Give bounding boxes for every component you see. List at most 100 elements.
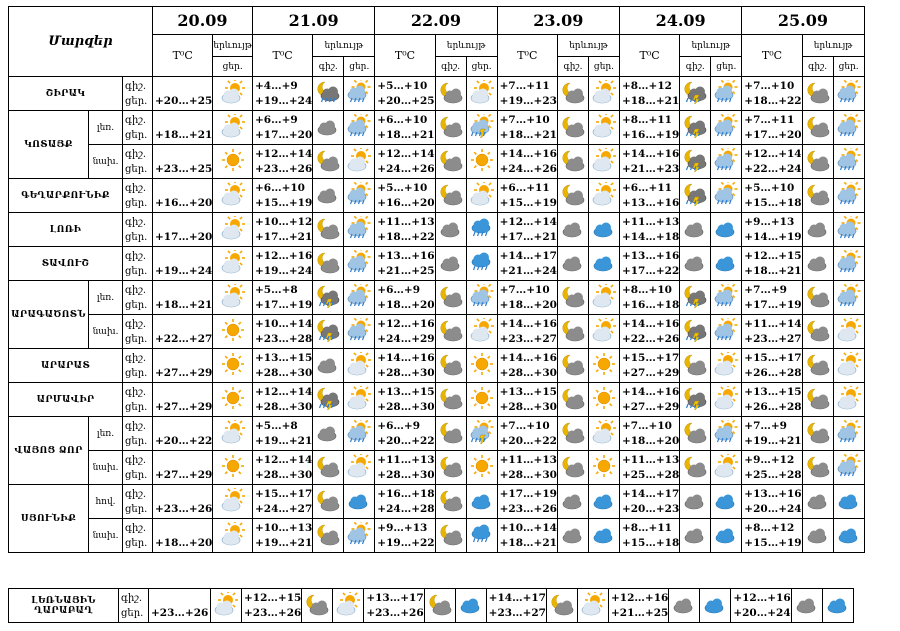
temperature-cell: +27…+29 — [151, 450, 214, 485]
sun-cloud-rain-icon — [836, 77, 862, 108]
sun-cloud-rain-icon-cell — [832, 212, 865, 247]
day-temp: +21…+23 — [621, 162, 680, 175]
temperature-cell: +18…+21 — [151, 280, 214, 315]
day-temp: +18…+21 — [155, 128, 213, 141]
moon-cloud-rain-icon — [315, 80, 341, 108]
night-temp: +14…+17 — [499, 249, 557, 262]
sun-cloud-icon-cell — [587, 280, 620, 315]
night-subheader: գիշ. — [679, 56, 712, 77]
sun-cloud-icon — [220, 485, 246, 516]
region-name: ՇԻՐԱԿ — [8, 76, 123, 111]
moon-cloud-icon — [805, 386, 831, 414]
day-temp: +14…+19 — [744, 230, 802, 243]
temperature-cell: +17…+20 — [151, 212, 214, 247]
sun-cloud-rain-icon — [346, 315, 372, 346]
temperature-cell: +17…+19 +23…+26 — [496, 484, 558, 519]
day-temp: +19…+21 — [254, 434, 313, 447]
temperature-cell: +12…+14 +17…+21 — [496, 212, 558, 247]
sun-cloud-icon-cell — [832, 314, 865, 349]
moon-cloud-storm-icon — [682, 148, 708, 176]
time-label: ցեր. — [125, 299, 148, 311]
day-temp: +23…+27 — [499, 332, 557, 345]
temperature-cell: +4…+9 +19…+24 — [251, 76, 314, 111]
day-temp: +24…+27 — [254, 502, 313, 515]
time-labels: գիշ. ցեր. — [122, 518, 153, 553]
subregion-label: նախ. — [88, 450, 123, 485]
night-temp: +13…+15 — [377, 385, 435, 398]
night-temp: +12…+14 — [254, 453, 313, 466]
temperature-cell: +27…+29 — [151, 382, 214, 417]
temperature-cell: +16…+20 — [151, 178, 214, 213]
moon-cloud-icon-cell — [679, 348, 712, 383]
moon-cloud-icon — [438, 420, 464, 448]
day-temp: +20…+25 — [155, 94, 213, 107]
phenomenon-header: երևույթ — [556, 34, 620, 57]
moon-cloud-icon — [315, 488, 341, 516]
region-row: ՏԱՎՈՒՇ գիշ. ցեր. +19…+24 +12…+16 +19…+24 +1… — [8, 246, 865, 281]
sun-cloud-rain-icon — [836, 111, 862, 142]
moon-cloud-storm-icon — [682, 182, 708, 210]
moon-cloud-storm-icon — [682, 284, 708, 312]
moon-cloud-storm-icon-cell — [679, 76, 712, 111]
time-labels: գիշ. ցեր. — [122, 110, 153, 145]
day-temp: +27…+29 — [155, 366, 213, 379]
time-label: ցեր. — [125, 95, 148, 107]
sun-cloud-rain-icon — [346, 111, 372, 142]
night-temp: +11…+14 — [744, 317, 802, 330]
sun-icon — [220, 148, 246, 176]
day-temp: +20…+22 — [499, 434, 557, 447]
cloud-dark-icon-cell — [801, 484, 834, 519]
temperature-cell: +23…+26 — [151, 484, 214, 519]
time-label: ցեր. — [125, 231, 148, 243]
sun-cloud-storm-icon — [469, 111, 495, 142]
day-temp: +24…+28 — [377, 502, 435, 515]
sun-icon — [469, 148, 495, 176]
cloud-blue-icon-cell — [454, 588, 487, 623]
day-temp: +27…+29 — [621, 366, 680, 379]
cloud-blue-icon — [836, 522, 862, 550]
cloud-blue-icon — [591, 250, 617, 278]
sun-cloud-icon — [469, 77, 495, 108]
temperature-cell: +18…+20 — [151, 518, 214, 553]
night-temp: +14…+17 — [621, 487, 680, 500]
night-temp: +6…+11 — [499, 181, 550, 194]
sun-cloud-rain-icon-cell — [343, 212, 376, 247]
moon-cloud-storm-icon-cell — [679, 178, 712, 213]
moon-cloud-icon-cell — [801, 450, 834, 485]
temp-unit-header: T⁰C — [374, 34, 436, 77]
moon-cloud-icon — [427, 592, 453, 620]
region-row: ՎԱՅՈՑ ՁՈՐ լեռ. գիշ. ցեր. +20…+22 +5…+8 +19…+… — [8, 416, 865, 485]
night-temp: +7…+10 — [499, 283, 550, 296]
day-temp: +18…+21 — [621, 94, 680, 107]
sun-icon-cell — [212, 348, 253, 383]
date-header: 23.09 — [496, 6, 620, 35]
sun-cloud-icon — [220, 179, 246, 210]
moon-cloud-storm-icon — [682, 318, 708, 346]
sun-cloud-icon — [836, 383, 862, 414]
cloud-blue-icon — [469, 488, 495, 516]
day-temp: +20…+22 — [155, 434, 213, 447]
time-label: գիշ. — [125, 318, 147, 330]
region-row: ԼՈՌԻ գիշ. ցեր. +17…+20 +10…+12 +17…+21 +11…… — [8, 212, 865, 247]
temp-unit-header: T⁰C — [251, 34, 314, 77]
cloud-dark-icon — [682, 216, 708, 244]
temperature-cell: +6…+10 +18…+21 — [374, 110, 436, 145]
sun-icon — [220, 318, 246, 346]
cloud-dark-icon-cell — [801, 246, 834, 281]
moon-cloud-icon-cell — [434, 450, 467, 485]
cloud-blue-rain-icon — [469, 216, 495, 244]
sun-cloud-icon-cell — [212, 178, 253, 213]
temperature-cell: +14…+16 +24…+26 — [496, 144, 558, 179]
moon-cloud-icon-cell — [434, 76, 467, 111]
sun-icon-cell — [212, 314, 253, 349]
temperature-cell: +7…+10 +18…+21 — [496, 110, 558, 145]
day-temp: +20…+23 — [621, 502, 680, 515]
moon-cloud-icon-cell — [556, 144, 589, 179]
day-subheader: ցեր. — [832, 56, 865, 77]
moon-cloud-icon — [805, 352, 831, 380]
day-temp: +28…+30 — [377, 366, 435, 379]
sun-cloud-rain-icon — [346, 281, 372, 312]
sun-cloud-icon — [469, 179, 495, 210]
sun-cloud-icon — [220, 77, 246, 108]
moon-cloud-icon-cell — [434, 382, 467, 417]
